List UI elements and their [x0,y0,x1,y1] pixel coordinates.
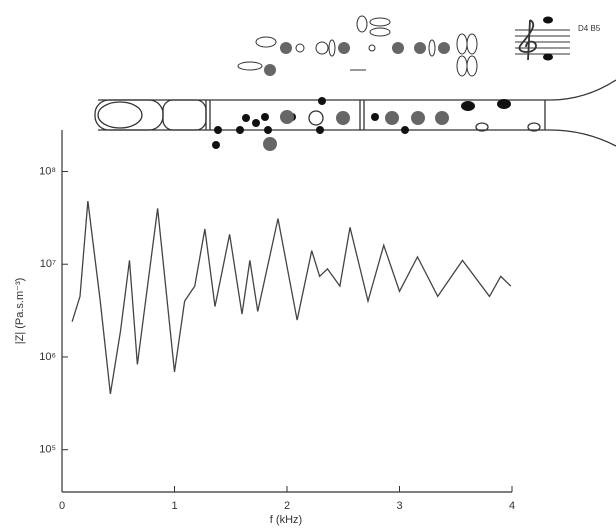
x-tick-label: 0 [59,500,65,512]
y-axis-label: |Z| (Pa.s.m⁻³) [14,278,26,345]
x-tick-label: 4 [509,500,515,512]
y-tick-label: 10⁶ [39,351,56,363]
impedance-line [71,200,512,394]
x-tick-label: 3 [396,500,402,512]
y-tick-label: 10⁸ [39,165,56,177]
note-range: D4 B5 [578,24,601,33]
clarinet-diagram: D4 B5 [94,15,616,151]
y-tick-label: 10⁵ [39,444,56,456]
x-axis-label: f (kHz) [270,514,302,526]
x-tick-label: 2 [284,500,290,512]
y-tick-label: 10⁷ [40,258,56,270]
x-tick-label: 1 [171,500,177,512]
